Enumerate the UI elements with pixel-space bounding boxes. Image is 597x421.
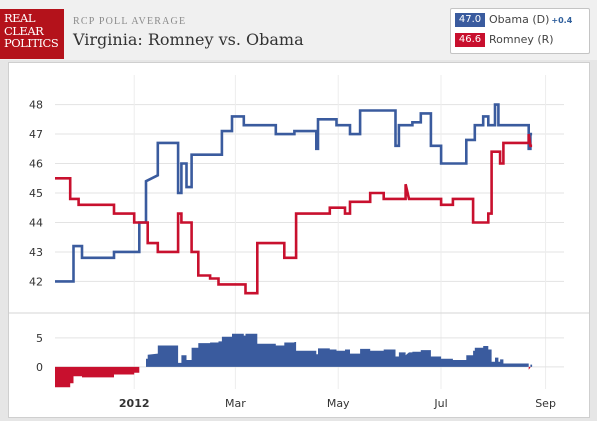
x-tick-label-2012: 2012 xyxy=(119,397,150,410)
spread-y-tick-label-0: 0 xyxy=(36,361,43,374)
logo-line-real: REAL xyxy=(4,11,36,25)
chart-header: REAL CLEAR POLITICS RCP POLL AVERAGE Vir… xyxy=(0,0,597,60)
romney-value-badge: 46.6 xyxy=(455,33,485,47)
series-line-obama xyxy=(55,103,533,283)
legend-item-romney[interactable]: 46.6 Romney (R) xyxy=(455,33,554,49)
x-tick-label-sep: Sep xyxy=(535,397,556,410)
main-y-tick-label-43: 43 xyxy=(29,246,43,259)
main-y-ticks: 42 43 44 45 46 47 48 xyxy=(29,99,43,289)
spread-y-ticks: 05 xyxy=(36,332,43,374)
x-tick-label-jul: Jul xyxy=(433,397,447,410)
spread-area xyxy=(55,333,533,388)
main-y-tick-label-47: 47 xyxy=(29,128,43,141)
main-y-tick-label-48: 48 xyxy=(29,99,43,112)
obama-change: +0.4 xyxy=(551,16,573,25)
spread-area-romney-lead xyxy=(55,366,533,388)
main-y-tick-label-45: 45 xyxy=(29,187,43,200)
page-title: Virginia: Romney vs. Obama xyxy=(73,30,304,49)
x-tick-label-mar: Mar xyxy=(225,397,246,410)
spread-y-tick-label-5: 5 xyxy=(36,332,43,345)
rcp-logo[interactable]: REAL CLEAR POLITICS xyxy=(0,9,64,59)
poll-average-kicker: RCP POLL AVERAGE xyxy=(73,16,187,27)
series-line-romney xyxy=(55,133,533,295)
legend-item-obama[interactable]: 47.0 Obama (D) +0.4 xyxy=(455,13,572,29)
main-y-tick-label-46: 46 xyxy=(29,158,43,171)
x-tick-label-may: May xyxy=(327,397,350,410)
logo-line-politics: POLITICS xyxy=(4,36,59,50)
spread-area-obama-lead xyxy=(55,333,533,367)
x-axis-ticks: 2012 Mar May Jul Sep xyxy=(119,397,556,410)
main-series xyxy=(55,103,533,295)
main-y-tick-label-44: 44 xyxy=(29,216,43,229)
romney-name: Romney (R) xyxy=(489,33,554,46)
logo-line-clear: CLEAR xyxy=(4,23,44,38)
obama-value-badge: 47.0 xyxy=(455,13,485,27)
legend: 47.0 Obama (D) +0.4 46.6 Romney (R) xyxy=(450,8,590,54)
main-y-tick-label-42: 42 xyxy=(29,275,43,288)
obama-name: Obama (D) xyxy=(489,13,550,26)
